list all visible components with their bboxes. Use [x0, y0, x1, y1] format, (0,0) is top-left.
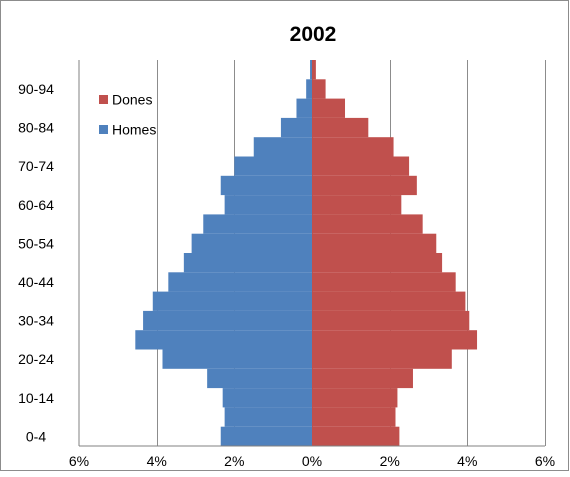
- bar-homes-25-29: [135, 330, 312, 350]
- bar-homes-95+: [310, 60, 312, 80]
- x-tick-label: 4%: [147, 453, 167, 469]
- legend-label-homes: Homes: [112, 122, 156, 138]
- legend-label-dones: Dones: [112, 92, 152, 108]
- bar-homes-60-64: [224, 195, 313, 215]
- bar-homes-75-79: [253, 137, 312, 157]
- bar-dones-20-24: [312, 349, 452, 369]
- x-tick-label: 0%: [302, 453, 322, 469]
- bar-dones-65-69: [312, 175, 417, 196]
- bar-homes-30-34: [143, 310, 312, 331]
- bar-dones-85-89: [312, 98, 346, 118]
- bar-dones-25-29: [312, 330, 478, 350]
- bar-homes-65-69: [220, 175, 312, 196]
- bar-dones-50-54: [312, 233, 437, 253]
- bar-dones-80-84: [312, 117, 369, 138]
- bar-dones-10-14: [312, 388, 398, 408]
- bar-dones-60-64: [312, 195, 402, 215]
- bar-dones-45-49: [312, 253, 443, 273]
- bar-dones-40-44: [312, 272, 456, 292]
- x-tick-labels: 6% 4% 2% 0% 2% 4% 6%: [69, 453, 555, 469]
- bar-homes-50-54: [191, 233, 312, 253]
- bar-dones-5-9: [312, 407, 396, 427]
- bar-dones-55-59: [312, 214, 423, 234]
- bars-layer: [135, 60, 478, 446]
- bar-dones-70-74: [312, 156, 410, 176]
- bar-dones-35-39: [312, 291, 466, 311]
- bar-homes-45-49: [183, 253, 312, 273]
- y-tick-label: 10-14: [18, 390, 54, 406]
- bar-homes-5-9: [224, 407, 313, 427]
- y-tick-label: 80-84: [18, 120, 54, 136]
- bar-homes-80-84: [280, 117, 312, 138]
- bar-homes-90-94: [306, 79, 312, 99]
- bar-homes-70-74: [234, 156, 312, 176]
- y-tick-label: 30-34: [18, 313, 54, 329]
- y-tick-labels: 0-4 10-14 20-24 30-34 40-44 50-54 60-64 70-74 80…: [18, 81, 54, 444]
- y-tick-label: 70-74: [18, 158, 54, 174]
- bar-dones-75-79: [312, 137, 394, 157]
- bar-homes-85-89: [296, 98, 312, 118]
- bar-homes-55-59: [203, 214, 312, 234]
- bar-homes-40-44: [168, 272, 312, 292]
- chart-title: 2002: [290, 23, 337, 46]
- y-tick-label: 20-24: [18, 351, 54, 367]
- legend-swatch-homes: [99, 125, 108, 134]
- bar-dones-30-34: [312, 310, 470, 331]
- bar-homes-10-14: [222, 388, 312, 408]
- bar-homes-15-19: [207, 368, 312, 389]
- y-tick-label: 50-54: [18, 235, 54, 251]
- bar-dones-95+: [312, 60, 316, 80]
- legend: Dones Homes: [99, 92, 156, 138]
- x-tick-label: 2%: [380, 453, 400, 469]
- y-tick-label: 60-64: [18, 197, 54, 213]
- y-tick-label: 90-94: [18, 81, 54, 97]
- bar-dones-0-4: [312, 426, 400, 446]
- x-tick-label: 2%: [224, 453, 244, 469]
- bar-dones-15-19: [312, 368, 413, 389]
- x-tick-label: 6%: [69, 453, 89, 469]
- x-tick-label: 4%: [457, 453, 477, 469]
- x-tick-label: 6%: [535, 453, 555, 469]
- bar-homes-20-24: [162, 349, 312, 369]
- bar-dones-90-94: [312, 79, 326, 99]
- y-tick-label: 40-44: [18, 274, 54, 290]
- bar-homes-0-4: [220, 426, 312, 446]
- bar-homes-35-39: [152, 291, 312, 311]
- legend-swatch-dones: [99, 95, 108, 104]
- y-tick-label: 0-4: [26, 428, 46, 444]
